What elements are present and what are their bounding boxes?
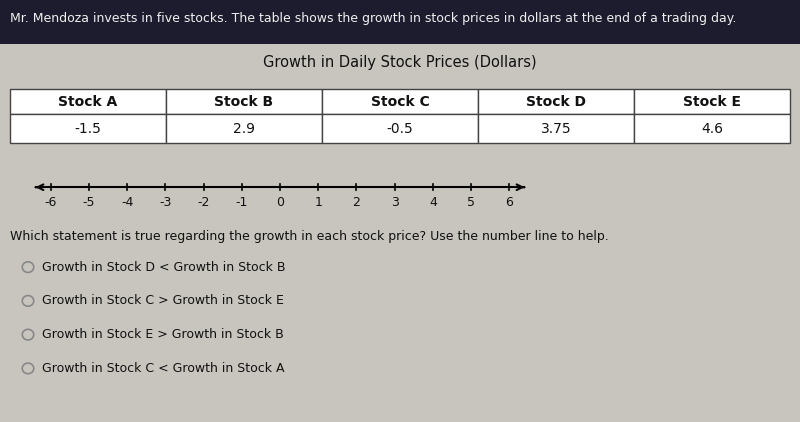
- Text: 0: 0: [276, 196, 284, 209]
- Text: -4: -4: [121, 196, 134, 209]
- Text: 2: 2: [353, 196, 360, 209]
- Text: Growth in Stock C > Growth in Stock E: Growth in Stock C > Growth in Stock E: [42, 295, 283, 307]
- Text: -3: -3: [159, 196, 171, 209]
- Text: -2: -2: [198, 196, 210, 209]
- Text: Stock D: Stock D: [526, 95, 586, 108]
- Text: 4.6: 4.6: [702, 122, 723, 136]
- Text: -5: -5: [82, 196, 95, 209]
- Text: Growth in Daily Stock Prices (Dollars): Growth in Daily Stock Prices (Dollars): [263, 55, 537, 70]
- Text: Mr. Mendoza invests in five stocks. The table shows the growth in stock prices i: Mr. Mendoza invests in five stocks. The …: [10, 13, 736, 25]
- Text: 3.75: 3.75: [541, 122, 571, 136]
- Text: 3: 3: [390, 196, 398, 209]
- Text: Growth in Stock E > Growth in Stock B: Growth in Stock E > Growth in Stock B: [42, 328, 283, 341]
- Text: 6: 6: [506, 196, 513, 209]
- Text: Stock E: Stock E: [683, 95, 742, 108]
- Text: Growth in Stock C < Growth in Stock A: Growth in Stock C < Growth in Stock A: [42, 362, 284, 375]
- Text: Which statement is true regarding the growth in each stock price? Use the number: Which statement is true regarding the gr…: [10, 230, 608, 243]
- Text: 2.9: 2.9: [233, 122, 255, 136]
- Text: Stock B: Stock B: [214, 95, 274, 108]
- Text: -1: -1: [236, 196, 248, 209]
- Text: Stock A: Stock A: [58, 95, 118, 108]
- Text: 5: 5: [467, 196, 475, 209]
- Text: Stock C: Stock C: [370, 95, 430, 108]
- Text: -0.5: -0.5: [386, 122, 414, 136]
- Text: Growth in Stock D < Growth in Stock B: Growth in Stock D < Growth in Stock B: [42, 261, 285, 273]
- Text: 1: 1: [314, 196, 322, 209]
- Text: 4: 4: [429, 196, 437, 209]
- Text: -6: -6: [45, 196, 57, 209]
- Text: -1.5: -1.5: [74, 122, 101, 136]
